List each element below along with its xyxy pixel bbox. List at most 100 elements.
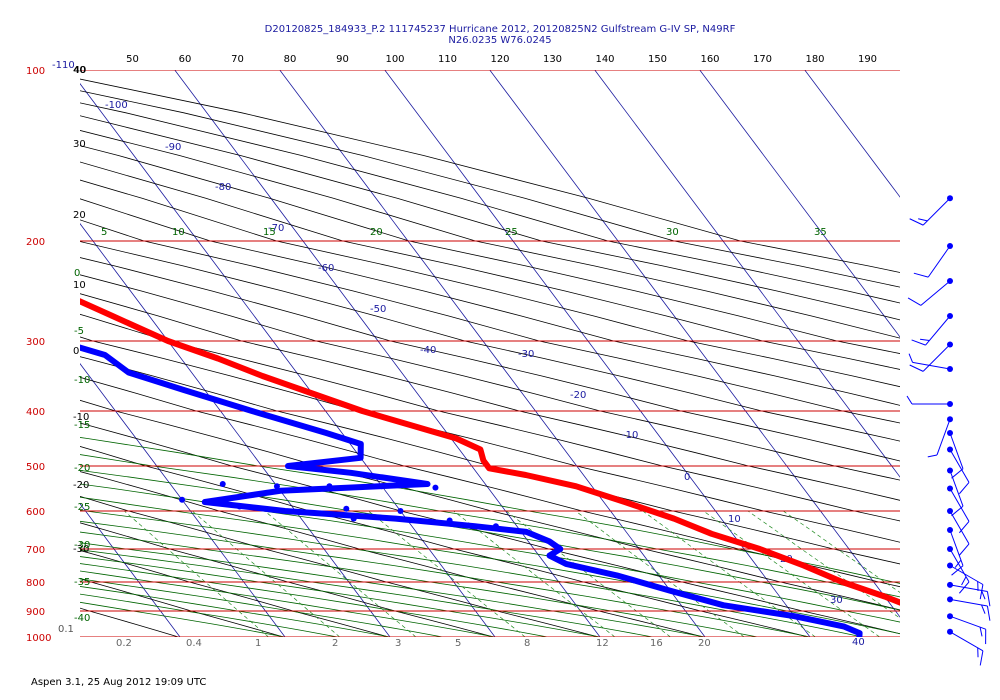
wind-barb-staff — [949, 548, 970, 583]
isotherm-line — [80, 83, 496, 637]
dry-adiabat-label: -10 — [73, 412, 89, 423]
dry-adiabat-line — [80, 422, 900, 635]
isotherm-line — [594, 70, 900, 478]
dewpoint-point — [179, 496, 186, 503]
isotherm-line — [80, 363, 286, 637]
top-axis-label: 90 — [336, 54, 349, 65]
dry-adiabat-line — [80, 293, 900, 501]
isotherm-label: 0 — [684, 472, 690, 483]
pressure-tick-label: 1000 — [26, 633, 51, 644]
wind-barb-feather — [913, 272, 929, 278]
dry-adiabat-line — [80, 179, 900, 388]
dry-adiabat-line — [80, 522, 494, 637]
mixing-ratio-label: 0.4 — [186, 638, 202, 649]
pressure-tick-label: 500 — [26, 462, 45, 473]
wind-barb-feather — [981, 590, 986, 600]
top-axis-label: 150 — [648, 54, 667, 65]
wind-barb-feather — [979, 650, 984, 666]
dewpoint-profile-line — [80, 344, 863, 637]
top-axis-label: 110 — [438, 54, 457, 65]
mixing-ratio-label: 5 — [455, 638, 461, 649]
dry-adiabat-label: 10 — [73, 280, 86, 291]
moist-adiabat-line — [80, 531, 758, 637]
pressure-tick-label: 300 — [26, 337, 45, 348]
moist-adiabat-label: 10 — [172, 227, 185, 238]
wind-barb-staff — [936, 419, 951, 456]
moist-adiabat-line — [80, 593, 338, 637]
top-axis-label: 80 — [284, 54, 297, 65]
isotherm-label: 30 — [830, 595, 843, 606]
chart-title-line1: D20120825_184933_P.2 111745237 Hurricane… — [265, 24, 736, 35]
mixing-ratio-line — [191, 510, 340, 637]
isotherm-label: -100 — [105, 100, 128, 111]
dry-adiabat-line — [80, 130, 900, 339]
dry-adiabat-line — [80, 336, 900, 543]
mixing-ratio-label: 0.1 — [58, 624, 74, 635]
mixing-ratio-line — [453, 510, 616, 637]
wind-barb-staff — [949, 488, 970, 522]
isotherm-label: -30 — [518, 349, 534, 360]
wind-barb-feather — [918, 218, 928, 222]
moist-adiabat-left-label: 0 — [74, 268, 80, 279]
mixing-ratio-label: 0.2 — [116, 638, 132, 649]
isotherm-line — [174, 70, 601, 637]
moist-adiabat-line — [80, 520, 811, 637]
top-axis-label: 70 — [231, 54, 244, 65]
wind-barb-feather — [958, 543, 970, 556]
pressure-tick-label: 700 — [26, 545, 45, 556]
wind-barb-staff — [925, 315, 951, 346]
pressure-tick-label: 900 — [26, 607, 45, 618]
moist-adiabat-left-label: -35 — [74, 577, 90, 588]
mixing-ratio-label: 3 — [395, 638, 401, 649]
isotherm-label: 10 — [728, 514, 741, 525]
dewpoint-point — [397, 508, 404, 514]
wind-barb-feather — [927, 454, 938, 458]
wind-barb-staff — [949, 510, 970, 545]
wind-barb-feather — [979, 627, 983, 637]
mixing-ratio-label: 16 — [650, 638, 663, 649]
dewpoint-point — [236, 503, 243, 510]
moist-adiabat-line — [80, 549, 653, 637]
isotherm-label: 40 — [852, 637, 865, 648]
mixing-ratio-label: 2 — [332, 638, 338, 649]
moist-adiabat-label: 30 — [666, 227, 679, 238]
top-axis-label: 130 — [543, 54, 562, 65]
moist-adiabat-line — [80, 542, 706, 637]
isotherm-label: -40 — [420, 345, 436, 356]
dewpoint-point — [219, 481, 226, 487]
dewpoint-point — [273, 483, 280, 490]
sounding-profiles — [80, 298, 900, 637]
top-axis-label: 50 — [126, 54, 139, 65]
wind-barb-feather — [981, 604, 986, 614]
isotherm-line — [804, 70, 900, 198]
top-axis-label: 40 — [74, 65, 87, 76]
dry-adiabat-label: 40 — [73, 65, 86, 76]
wind-barb-feather — [961, 576, 967, 586]
dry-adiabat-label: 20 — [73, 210, 86, 221]
moist-adiabat-left-label: -30 — [74, 540, 90, 551]
wind-barb-staff — [949, 565, 984, 585]
wind-barb-staff — [949, 584, 988, 592]
moist-adiabat-label: 25 — [505, 227, 518, 238]
wind-barb-staff — [927, 245, 951, 278]
moist-adiabat-line — [80, 563, 548, 637]
dewpoint-point — [350, 515, 357, 522]
isotherm-line — [699, 70, 900, 338]
moist-adiabat-line — [80, 586, 391, 637]
wind-barb-feather — [906, 395, 913, 405]
isotherm-line — [279, 70, 706, 637]
dewpoint-point — [446, 517, 453, 524]
wind-barb-staff — [949, 615, 986, 630]
moist-adiabat-left-label: -40 — [74, 613, 90, 624]
dry-adiabat-line — [80, 241, 900, 442]
moist-adiabat-label: 20 — [370, 227, 383, 238]
isotherm-line — [489, 70, 900, 618]
moist-adiabat-line — [80, 483, 900, 623]
isotherm-label: -20 — [570, 390, 586, 401]
wind-barb-staff — [949, 470, 964, 507]
moist-adiabat-left-label: -20 — [74, 463, 90, 474]
moist-adiabat-left-label: -10 — [74, 375, 90, 386]
wind-barb-feather — [958, 521, 970, 534]
dry-adiabat-line — [80, 471, 704, 637]
dry-adiabat-line — [80, 161, 900, 370]
